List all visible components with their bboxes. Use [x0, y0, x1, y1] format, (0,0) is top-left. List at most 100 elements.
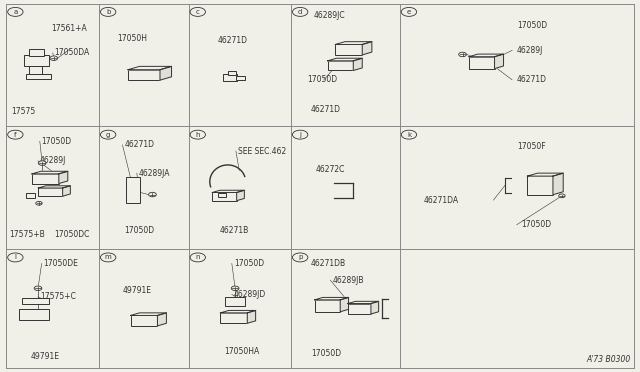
Text: c: c — [196, 9, 200, 15]
Text: 17561+A: 17561+A — [51, 24, 86, 33]
Bar — [469, 57, 495, 68]
Circle shape — [36, 201, 42, 205]
Text: SEE SEC.462: SEE SEC.462 — [238, 147, 286, 155]
Circle shape — [38, 161, 46, 165]
Circle shape — [8, 253, 23, 262]
Polygon shape — [157, 313, 166, 326]
Text: 17575: 17575 — [12, 107, 36, 116]
Polygon shape — [371, 301, 379, 314]
Circle shape — [8, 7, 23, 16]
Polygon shape — [220, 310, 255, 313]
Circle shape — [100, 7, 116, 16]
Bar — [128, 70, 160, 80]
Text: a: a — [13, 9, 17, 15]
Polygon shape — [237, 190, 244, 201]
Polygon shape — [247, 310, 255, 323]
Text: 46289JC: 46289JC — [314, 12, 345, 20]
Text: 17050DA: 17050DA — [54, 48, 90, 57]
Bar — [223, 74, 237, 81]
Polygon shape — [212, 190, 244, 192]
Text: n: n — [195, 254, 200, 260]
Bar — [32, 174, 59, 183]
Circle shape — [190, 7, 205, 16]
Circle shape — [148, 192, 156, 197]
Circle shape — [292, 130, 308, 139]
Polygon shape — [315, 298, 349, 300]
Bar — [225, 297, 245, 306]
Bar — [131, 315, 157, 326]
Text: 46271DA: 46271DA — [424, 196, 458, 205]
Text: 17050D: 17050D — [42, 137, 72, 146]
Circle shape — [8, 130, 23, 139]
Text: e: e — [407, 9, 411, 15]
Text: 46272C: 46272C — [315, 165, 344, 174]
Text: 46271D: 46271D — [311, 105, 341, 114]
Text: 46271DB: 46271DB — [311, 259, 346, 268]
Circle shape — [401, 7, 417, 16]
Bar — [29, 49, 44, 56]
Polygon shape — [362, 42, 372, 55]
Polygon shape — [59, 171, 68, 183]
Circle shape — [34, 286, 42, 291]
Text: 46271B: 46271B — [220, 226, 249, 235]
Text: 46271D: 46271D — [517, 76, 547, 84]
Polygon shape — [328, 58, 362, 61]
Circle shape — [292, 7, 308, 16]
Text: b: b — [106, 9, 110, 15]
Text: j: j — [299, 132, 301, 138]
Circle shape — [100, 253, 116, 262]
Bar — [328, 61, 353, 71]
Circle shape — [190, 130, 205, 139]
Circle shape — [50, 56, 58, 60]
Bar — [24, 55, 49, 66]
Text: 17050DC: 17050DC — [54, 230, 90, 239]
Circle shape — [190, 253, 205, 262]
Bar — [218, 193, 226, 196]
Text: 17050D: 17050D — [124, 226, 154, 235]
Bar — [348, 304, 371, 314]
Text: 46289J: 46289J — [40, 156, 66, 165]
Text: 46271D: 46271D — [218, 36, 248, 45]
Text: f: f — [14, 132, 17, 138]
Polygon shape — [348, 301, 379, 304]
Text: 17050D: 17050D — [522, 220, 552, 229]
Polygon shape — [340, 298, 349, 312]
Text: 46289JD: 46289JD — [234, 290, 266, 299]
Text: 17050HA: 17050HA — [225, 347, 260, 356]
Text: g: g — [106, 132, 110, 138]
Text: 17050DE: 17050DE — [44, 259, 78, 268]
Bar — [236, 76, 245, 80]
Polygon shape — [32, 171, 68, 174]
Text: m: m — [105, 254, 111, 260]
Text: 46271D: 46271D — [38, 174, 68, 183]
Circle shape — [401, 130, 417, 139]
Circle shape — [559, 194, 565, 198]
Text: 17050H: 17050H — [117, 33, 147, 42]
Text: 17575+C: 17575+C — [40, 292, 76, 301]
Text: 49791E: 49791E — [122, 286, 152, 295]
Circle shape — [231, 286, 239, 291]
Text: d: d — [298, 9, 302, 15]
Text: 46289J: 46289J — [517, 46, 543, 55]
Bar — [22, 298, 49, 304]
Text: 46289JB: 46289JB — [333, 276, 364, 285]
Polygon shape — [38, 186, 70, 188]
Circle shape — [100, 130, 116, 139]
Polygon shape — [128, 66, 172, 70]
Text: 49791E: 49791E — [31, 352, 60, 361]
Text: 17575+B: 17575+B — [9, 230, 45, 239]
Polygon shape — [353, 58, 362, 71]
Text: 46271D: 46271D — [124, 140, 154, 150]
Text: 46289JA: 46289JA — [139, 169, 170, 177]
Bar — [527, 176, 553, 195]
Text: 17050D: 17050D — [308, 76, 338, 84]
Polygon shape — [527, 173, 563, 176]
Bar — [19, 309, 49, 320]
Polygon shape — [335, 42, 372, 44]
Polygon shape — [469, 54, 504, 57]
Bar — [220, 313, 247, 323]
Circle shape — [292, 253, 308, 262]
Bar — [212, 192, 237, 201]
Polygon shape — [160, 66, 172, 80]
Bar — [125, 177, 140, 203]
